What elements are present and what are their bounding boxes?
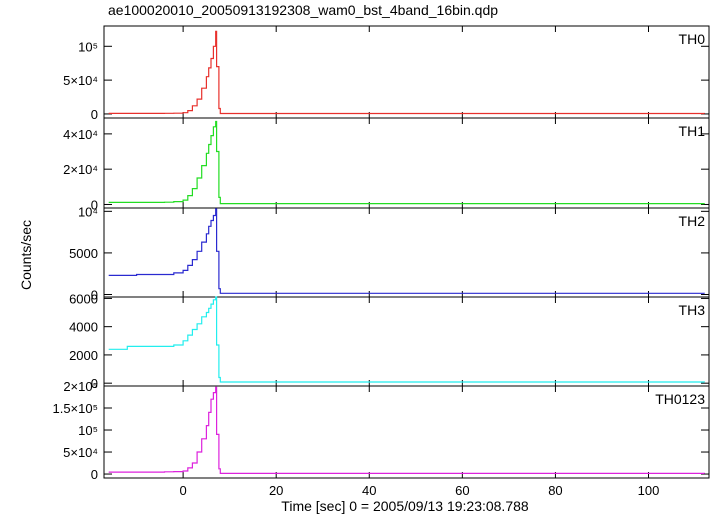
y-tick-label: 2×10⁴: [63, 162, 98, 177]
panel-label: TH0123: [655, 391, 705, 407]
panel-frame: [103, 296, 710, 387]
x-tick-label: 60: [455, 483, 469, 498]
panel-frame: [103, 117, 710, 209]
x-tick-label: 0: [179, 483, 186, 498]
y-tick-label: 1.5×10⁵: [52, 401, 98, 416]
y-tick-label: 2000: [69, 348, 98, 363]
y-tick-label: 0: [91, 288, 98, 303]
x-tick-label: 40: [362, 483, 376, 498]
panel-label: TH1: [679, 123, 706, 139]
series-line-th1: [108, 120, 705, 205]
y-tick-label: 10⁴: [78, 204, 98, 219]
panel-th1: 0 2×10⁴ 4×10⁴ TH1: [63, 117, 710, 212]
panel-label: TH0: [679, 31, 706, 47]
chart-title: ae100020010_20050913192308_wam0_bst_4ban…: [108, 2, 499, 18]
y-tick-label: 0: [91, 376, 98, 391]
y-tick-label: 10⁵: [78, 423, 98, 438]
panel-frame: [103, 207, 710, 298]
y-tick-label: 0: [91, 467, 98, 482]
panel-frame: [103, 25, 710, 119]
y-tick-label: 6000: [69, 291, 98, 306]
y-tick-label: 0: [91, 107, 98, 122]
y-tick-label: 2×10⁵: [63, 379, 98, 394]
series-line-th2: [108, 208, 705, 294]
y-tick-label: 5×10⁴: [63, 445, 98, 460]
x-tick-label: 100: [638, 483, 660, 498]
panel-label: TH3: [679, 302, 706, 318]
y-tick-label: 5000: [69, 246, 98, 261]
x-tick-label: 80: [548, 483, 562, 498]
series-line-th0123: [108, 386, 705, 474]
panel-label: TH2: [679, 213, 706, 229]
series-line-th3: [108, 296, 705, 383]
panel-th0: 0 5×10⁴ 10⁵ TH0: [63, 25, 710, 122]
panel-frame: [103, 385, 710, 479]
y-tick-label: 4000: [69, 320, 98, 335]
y-tick-label: 5×10⁴: [63, 73, 98, 88]
x-tick-label: 20: [269, 483, 283, 498]
y-tick-label: 10⁵: [78, 39, 98, 54]
panel-th3: 0 2000 4000 6000 TH3: [69, 291, 710, 391]
y-tick-label: 0: [91, 197, 98, 212]
panel-th2: 0 5000 10⁴ TH2: [69, 204, 710, 303]
panel-th0123: 0 5×10⁴ 10⁵ 1.5×10⁵ 2×10⁵ TH0123: [52, 379, 710, 482]
x-axis-label: Time [sec] 0 = 2005/09/13 19:23:08.788: [281, 498, 529, 514]
series-line-th0: [108, 30, 705, 115]
y-tick-label: 4×10⁴: [63, 127, 98, 142]
